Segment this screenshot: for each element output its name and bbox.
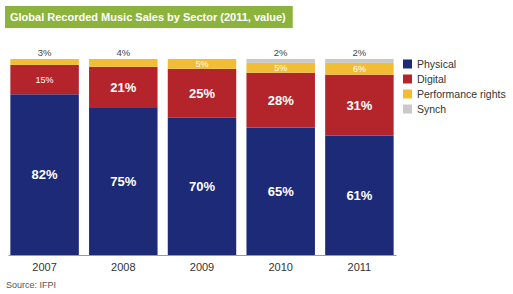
x-tick-label: 2008 [111,261,135,273]
bar-segment [246,128,314,255]
x-tick: 2008 [111,261,135,273]
data-label: 75% [110,174,136,189]
data-label: 5% [274,63,287,73]
legend-swatch [403,90,412,99]
legend-swatch [403,75,412,84]
bars [10,59,393,255]
chart: Global Recorded Music Sales by Sector (2… [0,0,513,294]
title-background [5,6,293,28]
bar-segment [325,75,393,136]
legend-swatch [403,105,412,114]
bar-segment [10,59,78,65]
data-label: 15% [36,75,54,85]
data-label: 6% [353,64,366,74]
legend-label: Synch [417,103,446,115]
legend-item: Synch [403,103,446,115]
legend-label: Performance rights [417,88,506,100]
data-label: 65% [268,184,294,199]
data-label: 21% [110,80,136,95]
x-tick-label: 2010 [268,261,292,273]
bar-segment [325,63,393,75]
data-label: 2% [274,47,288,58]
x-axis-line [9,255,397,256]
bar-segment [10,94,78,255]
bar-segment [89,67,157,108]
data-label: 61% [346,188,372,203]
data-label: 5% [195,59,208,69]
data-label: 25% [189,86,215,101]
legend-swatch [403,60,412,69]
x-tick: 2009 [190,261,214,273]
bar-segment [168,59,236,69]
data-label: 82% [32,167,58,182]
bar-segment [168,69,236,118]
bar-segment [325,59,393,63]
legend-item: Physical [403,58,456,70]
source: Source: IFPI [6,280,56,290]
title: Global Recorded Music Sales by Sector (2… [10,11,286,23]
data-label: 4% [116,47,130,58]
data-label: 2% [353,47,367,58]
data-label: 31% [346,98,372,113]
data-labels: 82% 15% 3% 75% 21% 4% 70% 25% 5% 65% 28% 5% 2% 61% 31%… [32,47,373,203]
data-label: 28% [268,93,294,108]
legend-label: Digital [417,73,446,85]
title-banner: Global Recorded Music Sales by Sector (2… [5,6,293,28]
data-label: 70% [189,179,215,194]
bar-segment [168,118,236,255]
bar-segment [89,59,157,67]
bar-segment [89,108,157,255]
legend-label: Physical [417,58,456,70]
x-tick-label: 2009 [190,261,214,273]
x-tick-label: 2007 [32,261,56,273]
legend-item: Performance rights [403,88,506,100]
x-tick: 2007 [32,261,56,273]
x-tick: 2011 [348,261,372,273]
x-axis: 2007 2008 2009 2010 2011 [9,256,397,273]
bar-segment [246,63,314,73]
legend-item: Digital [403,73,446,85]
x-tick: 2010 [268,261,292,273]
legend: Physical Digital Performance rights Synch [403,58,506,115]
data-label: 3% [38,47,52,58]
bar-segment [246,73,314,128]
x-tick-label: 2011 [348,261,372,273]
bar-segment [325,135,393,255]
bar-segment [10,65,78,94]
